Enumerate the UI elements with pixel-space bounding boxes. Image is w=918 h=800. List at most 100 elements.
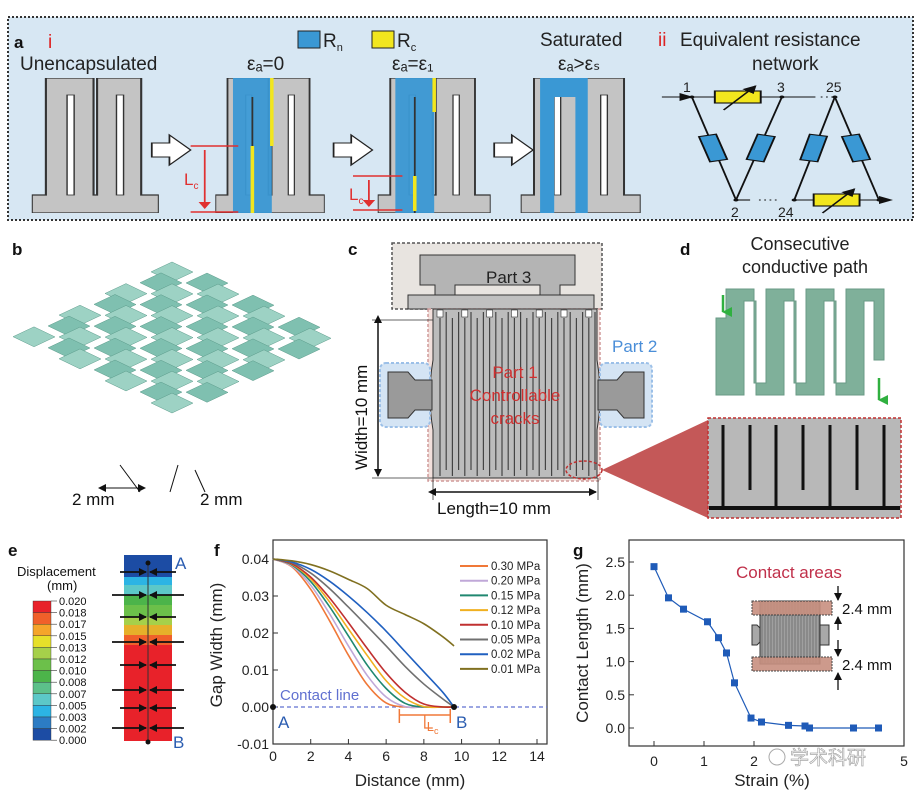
tile-mesh (12, 261, 332, 414)
point-b-label: B (173, 733, 184, 752)
colorbar-label: 0.010 (59, 666, 87, 678)
colorbar-label: 0.012 (59, 654, 87, 666)
part3-label: Part 3 (486, 268, 531, 287)
panel-g-label: g (573, 541, 583, 560)
y-tick-label: 0.5 (606, 687, 626, 703)
x-tick-label: 10 (454, 748, 470, 764)
unencapsulated-label: Unencapsulated (20, 54, 157, 75)
rn-legend-swatch (297, 30, 321, 49)
mesh-tile (150, 392, 194, 414)
part1-sublabel-1: Controllable (470, 386, 561, 405)
colorbar-label: 0.017 (59, 619, 87, 631)
panel-a: a i Unencapsulated Rn Rc εₐ=0 εₐ=ε₁ Satu… (7, 16, 914, 221)
x-tick-label: 4 (345, 748, 353, 764)
data-point (806, 724, 813, 732)
state-label-2: εₐ>εₛ (558, 54, 600, 75)
lc-sub: c (434, 726, 439, 736)
slit-notch (535, 309, 543, 318)
plot-frame (272, 539, 548, 745)
slit-notch (486, 309, 493, 318)
legend-label: 0.10 MPa (491, 620, 541, 632)
meander-saturated (520, 78, 641, 213)
data-point (801, 722, 809, 730)
data-point (650, 563, 658, 571)
network-title-1: Equivalent resistance (680, 30, 861, 51)
panel-a-graphics (31, 78, 894, 214)
x-tick-label: 8 (420, 748, 428, 764)
data-point (665, 594, 672, 602)
point-b-dot (145, 739, 151, 745)
length-label: Length=10 mm (437, 499, 551, 518)
data-point (731, 679, 738, 687)
inset-dim-top: 2.4 mm (842, 601, 892, 618)
node-2: 2 (731, 204, 739, 220)
x-tick-label: 6 (382, 748, 390, 764)
colorbar-segment (32, 693, 52, 706)
colorbar-label: 0.003 (59, 712, 87, 724)
colorbar-label: 0.020 (59, 596, 87, 608)
rn-legend-label: Rn (323, 31, 343, 54)
block-arrow-icon (493, 133, 535, 167)
x-axis-label: Distance (mm) (355, 771, 466, 790)
panel-d-title-1: Consecutive (750, 234, 849, 254)
point-a-dot (145, 560, 151, 566)
slit-notch (560, 309, 568, 318)
data-point (704, 618, 711, 626)
node-1: 1 (683, 79, 691, 95)
colorbar-segment (32, 647, 52, 660)
data-point (785, 721, 792, 729)
legend-label: 0.02 MPa (491, 649, 541, 661)
panel-d: d Consecutive conductive path (680, 234, 902, 519)
legend-title-2: (mm) (47, 578, 77, 593)
colorbar-label: 0.007 (59, 689, 87, 701)
variable-resistor-top (713, 90, 762, 104)
lc-label: Lc (427, 719, 439, 736)
data-point (680, 605, 687, 613)
series-line (272, 558, 455, 709)
lc-leader (424, 715, 433, 729)
panel-d-label: d (680, 240, 690, 259)
series-line (272, 558, 455, 647)
chart-g: g 0.0 0.5 1.0 1.5 2.0 2.5 0 1 2 5 Strain (%) Contact… (573, 539, 908, 790)
panel-b-label: b (12, 240, 22, 259)
slit-notch (436, 309, 444, 318)
data-point (875, 724, 882, 732)
legend-label: 0.05 MPa (491, 635, 541, 647)
lc-label-a: Lc (184, 170, 198, 192)
series-line (272, 558, 455, 708)
conductive-path (715, 288, 885, 396)
chart-f: f -0.01 0.00 0.01 0.02 0.03 0.04 0 2 4 6 8 10 12 14 Dis… (207, 539, 548, 790)
part1-sublabel-2: cracks (490, 409, 539, 428)
legend-title-1: Displacement (17, 564, 96, 579)
block-arrow-icon (332, 133, 374, 167)
colorbar-label: 0.013 (59, 642, 87, 654)
resistance-network (661, 85, 894, 214)
sub-i-label: i (48, 32, 52, 53)
sub-ii-label: ii (658, 30, 666, 51)
slit-notch (511, 309, 518, 318)
dim-label-right: 2 mm (200, 490, 243, 509)
panel-e: e Displacement (mm) 0.0200.0180.0170.015… (8, 541, 187, 752)
x-tick-label: 0 (269, 748, 277, 764)
data-point (850, 724, 857, 732)
slit-notch (585, 309, 593, 318)
point-a-label: A (278, 713, 290, 732)
saturated-label: Saturated (540, 30, 622, 51)
panel-e-label: e (8, 541, 17, 560)
rc-legend-label: Rc (397, 31, 417, 54)
part2-label: Part 2 (612, 337, 657, 356)
series-line (272, 558, 455, 708)
x-tick-label: 2 (750, 753, 758, 769)
colorbar-label: 0.015 (59, 631, 87, 643)
y-tick-label: 1.0 (606, 654, 626, 670)
series-line (272, 558, 455, 709)
series-line (272, 558, 455, 709)
y-axis-label: Contact Length (mm) (573, 563, 592, 723)
process-arrows (150, 133, 535, 167)
legend-label: 0.15 MPa (491, 590, 541, 602)
node-3: 3 (777, 79, 785, 95)
watermark: 学术科研 (790, 747, 866, 769)
colorbar-segment (32, 658, 52, 671)
data-point (747, 714, 755, 722)
